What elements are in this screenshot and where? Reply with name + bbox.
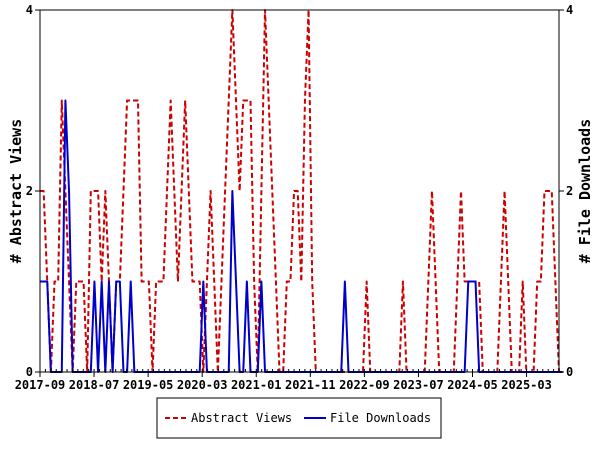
y-left-tick-label: 0 <box>26 365 33 379</box>
x-tick-label: 2024-05 <box>447 378 498 392</box>
y-axis-left: 0 2 4 <box>26 3 40 379</box>
x-tick-label: 2025-03 <box>501 378 552 392</box>
legend: Abstract Views File Downloads <box>156 397 442 439</box>
y-left-tick-label: 2 <box>26 184 33 198</box>
y-axis-title-right: # File Downloads <box>576 119 594 264</box>
y-left-tick-label: 4 <box>26 3 33 17</box>
legend-box <box>156 397 442 439</box>
x-tick-label: 2023-07 <box>393 378 444 392</box>
x-tick-label: 2022-09 <box>339 378 390 392</box>
y-right-tick-label: 0 <box>566 365 573 379</box>
y-axis-title-left: # Abstract Views <box>7 119 25 264</box>
y-axis-right: 0 2 4 <box>559 3 573 379</box>
x-tick-label: 2017-09 <box>15 378 66 392</box>
x-tick-label: 2018-07 <box>69 378 120 392</box>
x-tick-label: 2021-01 <box>231 378 282 392</box>
x-tick-label: 2020-03 <box>177 378 228 392</box>
y-right-tick-label: 4 <box>566 3 573 17</box>
legend-label-abstract-views: Abstract Views <box>191 411 292 425</box>
x-axis: 2017-09 2018-07 2019-05 2020-03 2021-01 2021-… <box>15 369 560 392</box>
x-tick-label: 2021-11 <box>285 378 336 392</box>
x-tick-label: 2019-05 <box>123 378 174 392</box>
legend-label-file-downloads: File Downloads <box>330 411 431 425</box>
plot-background <box>40 10 559 372</box>
y-right-tick-label: 2 <box>566 184 573 198</box>
